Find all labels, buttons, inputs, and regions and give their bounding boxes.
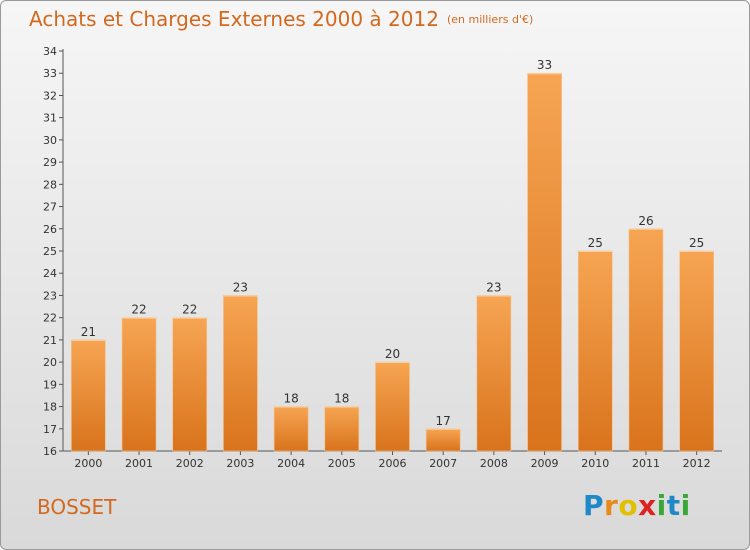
y-tick-label: 22 (43, 312, 57, 325)
x-tick-label: 2002 (176, 457, 204, 470)
data-label: 23 (486, 280, 501, 294)
x-tick-label: 2008 (480, 457, 508, 470)
bar (679, 250, 714, 452)
y-tick-label: 30 (43, 134, 57, 147)
bar (223, 295, 258, 452)
data-label: 25 (689, 236, 704, 250)
y-tick-label: 18 (43, 401, 57, 414)
chart-subtitle: (en milliers d'€) (446, 13, 534, 26)
y-tick-label: 25 (43, 245, 57, 258)
y-tick-label: 17 (43, 423, 57, 436)
bar (425, 428, 461, 452)
y-tick-label: 19 (43, 378, 57, 391)
data-label: 18 (283, 392, 298, 406)
proxiti-logo: Proxiti (583, 489, 691, 522)
chart-title: Achats et Charges Externes 2000 à 2012 (e… (29, 7, 533, 31)
y-tick-label: 33 (43, 67, 57, 80)
data-label: 17 (436, 414, 451, 428)
bars: 21 22 22 23 18 18 20 17 23 33 25 26 25 (71, 58, 714, 452)
x-tick-label: 2007 (429, 457, 457, 470)
y-tick-label: 26 (43, 223, 57, 236)
x-tick-label: 2000 (74, 457, 102, 470)
data-label: 25 (588, 236, 603, 250)
bar (527, 72, 562, 452)
x-tick-label: 2009 (531, 457, 559, 470)
axes: 16 17 18 19 20 21 22 23 24 25 26 27 28 29 30 31 32 33 34 20… (43, 45, 722, 470)
y-tick-label: 24 (43, 267, 57, 280)
x-tick-label: 2010 (581, 457, 609, 470)
y-tick-label: 32 (43, 89, 57, 102)
x-tick-label: 2006 (379, 457, 407, 470)
y-tick-label: 28 (43, 178, 57, 191)
bar (628, 228, 664, 452)
data-label: 22 (131, 303, 146, 317)
y-tick-label: 31 (43, 112, 57, 125)
bar (375, 361, 410, 452)
x-tick-label: 2005 (328, 457, 356, 470)
y-tick-label: 27 (43, 201, 57, 214)
data-label: 26 (638, 214, 653, 228)
x-tick-label: 2011 (632, 457, 660, 470)
bar (121, 317, 157, 452)
x-tick-label: 2001 (125, 457, 153, 470)
x-tick-label: 2003 (226, 457, 254, 470)
data-label: 20 (385, 347, 400, 361)
y-tick-label: 29 (43, 156, 57, 169)
bar (577, 250, 613, 452)
y-tick-label: 16 (43, 445, 57, 458)
chart-title-text: Achats et Charges Externes 2000 à 2012 (29, 7, 439, 31)
data-label: 21 (81, 325, 96, 339)
y-tick-label: 34 (43, 45, 57, 58)
y-tick-label: 23 (43, 289, 57, 302)
bar (172, 317, 208, 452)
data-label: 33 (537, 58, 552, 72)
y-tick-label: 20 (43, 356, 57, 369)
bar (71, 339, 106, 452)
y-tick-label: 21 (43, 334, 57, 347)
bar (476, 295, 512, 452)
x-tick-label: 2012 (683, 457, 711, 470)
commune-name: BOSSET (37, 495, 117, 519)
x-tick-label: 2004 (277, 457, 305, 470)
bar (324, 406, 360, 452)
data-label: 23 (233, 280, 248, 294)
bar (273, 406, 309, 452)
data-label: 22 (182, 303, 197, 317)
data-label: 18 (334, 392, 349, 406)
